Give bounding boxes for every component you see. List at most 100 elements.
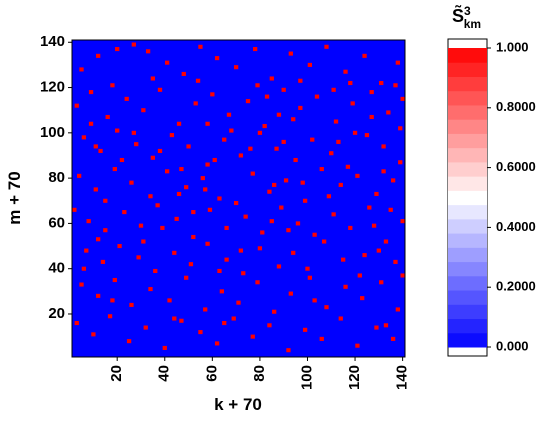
heatmap-cell (96, 237, 101, 242)
heatmap-cell (205, 162, 210, 167)
heatmap-cell (184, 185, 189, 190)
heatmap-cell (302, 327, 308, 332)
heatmap-cell (148, 287, 153, 292)
heatmap-cell (307, 275, 312, 280)
heatmap-cell (195, 78, 201, 83)
heatmap-cell (207, 207, 213, 212)
heatmap-cell (165, 169, 170, 174)
heatmap-cell (193, 101, 198, 106)
heatmap-cell (302, 198, 308, 203)
heatmap-cell (383, 239, 389, 244)
heatmap-cell (338, 316, 343, 321)
heatmap-cell (324, 44, 329, 49)
heatmap-cell (400, 96, 405, 101)
x-tick-label: 20 (108, 365, 125, 382)
heatmap-cell (253, 47, 258, 52)
colorbar-tick-label: 0.2000 (496, 279, 536, 294)
heatmap-cell (362, 53, 367, 58)
heatmap-cell (336, 139, 341, 144)
colorbar-title: S̃3 km (452, 4, 481, 31)
heatmap-cell (103, 198, 108, 203)
heatmap-cell (319, 167, 324, 172)
heatmap-cell (134, 142, 139, 147)
heatmap-cell (272, 182, 277, 187)
colorbar-tick-label: 0.4000 (496, 219, 536, 234)
heatmap-cell (250, 334, 255, 339)
heatmap-cell (355, 343, 360, 348)
heatmap-cell (105, 114, 110, 120)
y-tick-label: 80 (48, 169, 65, 186)
heatmap-cell (374, 325, 379, 330)
heatmap-cell (72, 207, 77, 212)
heatmap-cell (112, 167, 117, 172)
y-axis-label: m + 70 (5, 171, 24, 224)
colorbar-band (448, 261, 487, 277)
heatmap-cell (281, 87, 286, 92)
heatmap-cell (138, 223, 144, 228)
heatmap-cell (79, 282, 84, 287)
heatmap-cell (367, 205, 372, 210)
heatmap-cell (341, 257, 346, 262)
heatmap-cell (205, 121, 210, 126)
heatmap-cell (96, 293, 101, 298)
heatmap-cell (395, 60, 401, 65)
x-tick-label: 140 (394, 365, 411, 390)
colorbar-band (448, 147, 487, 163)
heatmap-cell (267, 323, 272, 328)
heatmap-cell (345, 164, 351, 169)
heatmap-cell (179, 167, 184, 172)
heatmap-cell (198, 44, 203, 49)
colorbar-tick-label: 0.000 (496, 338, 529, 353)
heatmap-cell (205, 241, 210, 246)
heatmap-cell (217, 268, 222, 273)
heatmap-cell (141, 108, 146, 113)
colorbar-band (448, 204, 487, 220)
colorbar-band (448, 247, 487, 263)
heatmap-cell (98, 148, 103, 153)
heatmap-cell (269, 219, 274, 224)
colorbar-band (448, 76, 487, 92)
colorbar-band (448, 190, 487, 206)
heatmap-cell (383, 323, 389, 328)
heatmap-cell (379, 280, 384, 285)
heatmap-cell (222, 320, 227, 326)
heatmap-cell (390, 178, 396, 183)
heatmap-cell (172, 250, 177, 255)
heatmap-cell (129, 302, 134, 307)
heatmap-cell (176, 191, 182, 197)
colorbar-tick-label: 1.000 (496, 39, 529, 54)
heatmap-cell (191, 210, 196, 215)
heatmap-cell (131, 42, 136, 47)
heatmap-cell (371, 223, 377, 228)
heatmap-cell (260, 230, 265, 235)
heatmap-cell (293, 157, 298, 163)
heatmap-cell (117, 244, 122, 249)
heatmap-cell (286, 348, 291, 353)
heatmap-cell (390, 336, 396, 341)
heatmap-cell (74, 103, 79, 108)
heatmap-cell (148, 194, 153, 199)
heatmap-cell (262, 124, 267, 129)
colorbar-band (448, 62, 487, 77)
heatmap-cell (126, 339, 132, 344)
heatmap-cell (141, 239, 146, 244)
heatmap-cell (305, 266, 310, 271)
y-tick-label: 20 (48, 305, 65, 322)
x-tick-label: 60 (203, 365, 220, 382)
heatmap-cell (379, 80, 384, 86)
heatmap-cell (115, 47, 120, 52)
colorbar-band (448, 233, 487, 248)
heatmap-cell (174, 216, 179, 221)
heatmap-cell (76, 173, 82, 178)
heatmap-cell (241, 271, 246, 276)
heatmap-cell (286, 228, 291, 233)
heatmap-cell (179, 318, 184, 323)
heatmap-cell (398, 126, 403, 131)
colorbar-band (448, 119, 487, 134)
heatmap-cell (229, 128, 234, 133)
heatmap-cell (331, 212, 336, 217)
heatmap-cell (255, 83, 260, 88)
heatmap-cell (165, 60, 170, 65)
x-tick-label: 100 (298, 365, 315, 390)
heatmap-cell (219, 289, 224, 294)
